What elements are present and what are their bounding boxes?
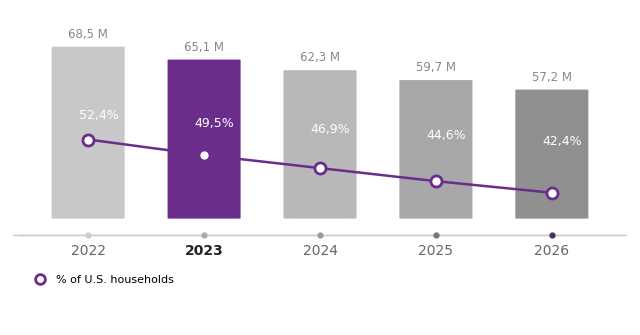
Text: 2025: 2025 xyxy=(419,244,453,258)
Text: 57,2 M: 57,2 M xyxy=(532,71,572,84)
FancyBboxPatch shape xyxy=(399,80,472,219)
Text: 2026: 2026 xyxy=(534,244,570,258)
Text: 52,4%: 52,4% xyxy=(79,109,118,122)
Text: 49,5%: 49,5% xyxy=(195,117,234,130)
Text: 46,9%: 46,9% xyxy=(311,123,350,136)
FancyBboxPatch shape xyxy=(168,60,241,219)
Text: 62,3 M: 62,3 M xyxy=(300,51,340,64)
Text: 2024: 2024 xyxy=(303,244,337,258)
Text: 59,7 M: 59,7 M xyxy=(416,61,456,74)
Legend: % of U.S. households: % of U.S. households xyxy=(24,270,178,289)
Text: 44,6%: 44,6% xyxy=(427,129,467,142)
FancyBboxPatch shape xyxy=(284,70,356,219)
Text: 2023: 2023 xyxy=(185,244,223,258)
FancyBboxPatch shape xyxy=(515,89,588,219)
Text: 65,1 M: 65,1 M xyxy=(184,41,224,54)
Text: 68,5 M: 68,5 M xyxy=(68,28,108,41)
FancyBboxPatch shape xyxy=(52,47,125,219)
Text: 2022: 2022 xyxy=(70,244,106,258)
Text: 42,4%: 42,4% xyxy=(543,135,582,148)
